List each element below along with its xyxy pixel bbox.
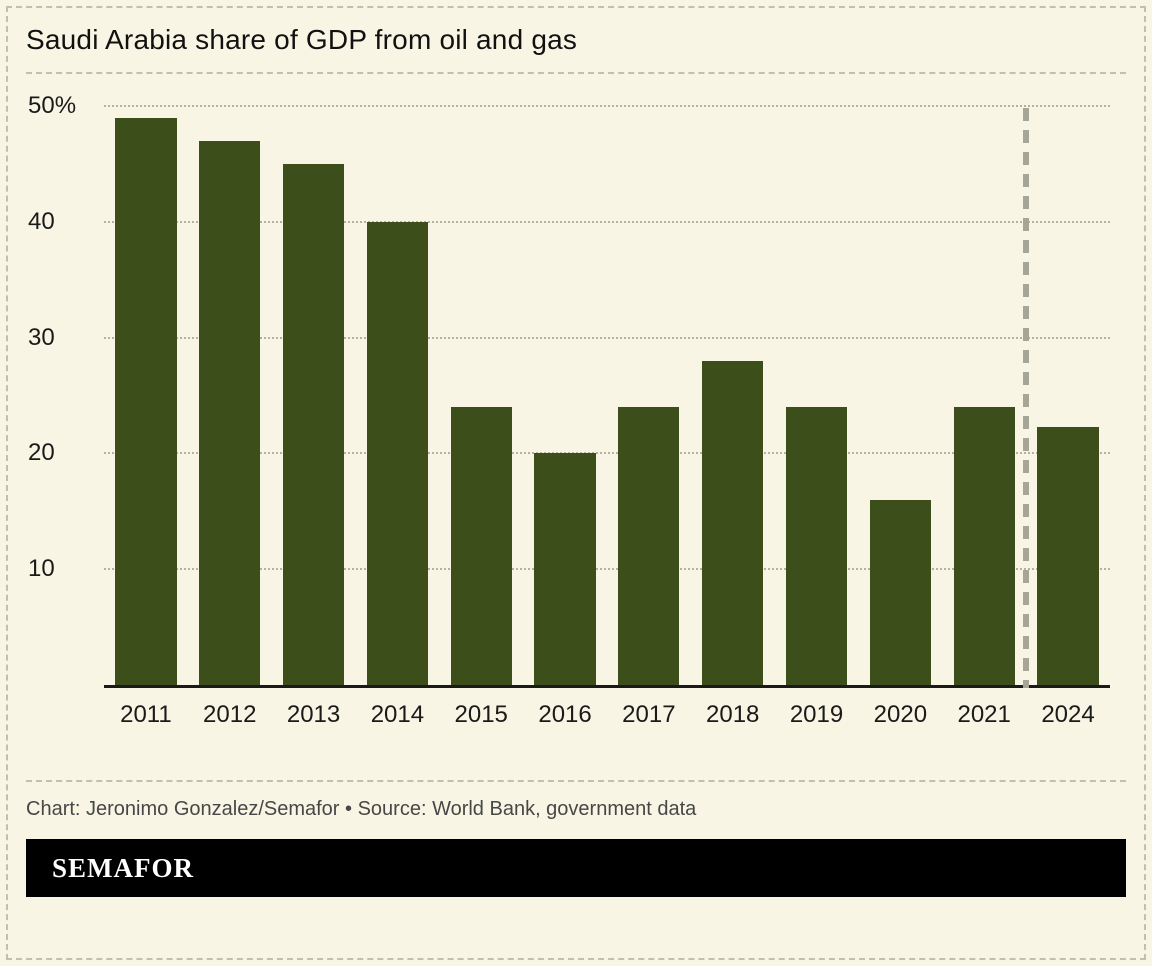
- bar-group-2015: 2015: [439, 106, 523, 728]
- x-tick-label-2014: 2014: [370, 701, 425, 728]
- y-tick-label-10: 10: [28, 555, 55, 583]
- bar-group-2019: 2019: [775, 106, 859, 728]
- bar-2012: [199, 140, 261, 685]
- bar-group-2024: 2024: [1026, 106, 1110, 728]
- gridline-10: [104, 568, 1110, 571]
- bar-group-2011: 2011: [104, 106, 188, 728]
- bar-2017: [618, 407, 680, 685]
- x-tick-label-2011: 2011: [120, 701, 172, 728]
- gridline-40: [104, 220, 1110, 223]
- bars-container: 2011 2012 2013 2014 2015 2016 2017 2018 2019 2020…: [104, 106, 1110, 728]
- x-tick-label-2021: 2021: [957, 701, 1011, 728]
- x-tick-label-2017: 2017: [622, 701, 676, 728]
- x-tick-label-2015: 2015: [454, 701, 508, 728]
- bar-group-2020: 2020: [858, 106, 942, 728]
- chart-footer-divider: [26, 780, 1126, 782]
- bar-2015: [450, 407, 512, 685]
- x-tick-label-2012: 2012: [203, 701, 257, 728]
- bar-group-2021: 2021: [942, 106, 1026, 728]
- gridline-30: [104, 336, 1110, 339]
- bar-group-2014: 2014: [355, 106, 439, 728]
- bar-2014: [366, 221, 428, 685]
- y-tick-label-30: 30: [28, 323, 55, 351]
- x-tick-label-2016: 2016: [538, 701, 592, 728]
- bar-chart: 10 20 30 40 50% 2011 2012 2013 2014 2015 2016 2017 2…: [26, 76, 1126, 776]
- axis-break-dashed-line: [1023, 108, 1030, 688]
- semafor-logo: SEMAFOR: [52, 852, 194, 883]
- y-tick-label-50: 50%: [28, 92, 77, 119]
- bar-group-2016: 2016: [523, 106, 607, 728]
- bar-group-2018: 2018: [691, 106, 775, 728]
- gridline-50: [104, 105, 1110, 107]
- y-tick-label-40: 40: [28, 207, 55, 235]
- bar-2011: [115, 117, 177, 685]
- bar-2016: [534, 453, 596, 685]
- logo-bar: SEMAFOR: [26, 839, 1126, 897]
- bar-group-2017: 2017: [607, 106, 691, 728]
- bar-group-2013: 2013: [272, 106, 356, 728]
- x-tick-label-2013: 2013: [286, 701, 341, 728]
- bar-2019: [785, 407, 848, 685]
- chart-card: Saudi Arabia share of GDP from oil and g…: [6, 6, 1146, 960]
- gridline-20: [104, 452, 1110, 455]
- bar-2021: [953, 407, 1015, 685]
- attribution-text: Chart: Jeronimo Gonzalez/Semafor • Sourc…: [26, 798, 697, 820]
- bar-group-2012: 2012: [188, 106, 272, 728]
- x-tick-label-2024: 2024: [1041, 701, 1095, 728]
- x-tick-label-2019: 2019: [789, 701, 844, 728]
- x-tick-label-2018: 2018: [706, 701, 760, 728]
- chart-title: Saudi Arabia share of GDP from oil and g…: [26, 24, 578, 55]
- bar-2024: [1037, 426, 1099, 685]
- title-divider: [26, 72, 1126, 74]
- y-tick-label-20: 20: [28, 439, 55, 467]
- x-tick-label-2020: 2020: [873, 701, 928, 728]
- plot-area: 10 20 30 40 50% 2011 2012 2013 2014 2015 2016 2017 2…: [28, 94, 1110, 728]
- bar-2013: [282, 163, 345, 685]
- bar-2018: [702, 360, 764, 685]
- bar-2020: [869, 499, 931, 685]
